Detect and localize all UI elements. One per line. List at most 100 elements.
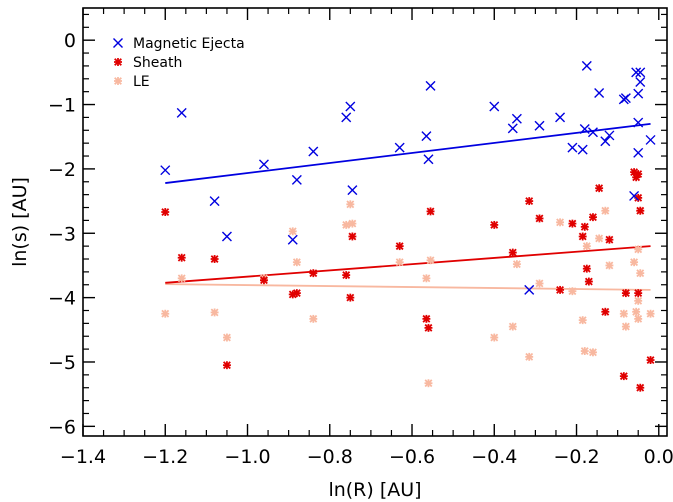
legend-marker-le <box>114 77 122 85</box>
marker-stroke <box>524 284 535 295</box>
legend-marker-magnetic-ejecta <box>113 38 123 48</box>
magnetic-ejecta-point <box>507 123 518 134</box>
marker-stroke <box>507 123 518 134</box>
sheath-point <box>346 293 355 302</box>
magnetic-ejecta-point <box>160 165 171 176</box>
sheath-point <box>422 314 431 323</box>
sheath-point <box>636 383 645 392</box>
magnetic-ejecta-point <box>645 134 656 145</box>
sheath-point <box>584 277 593 286</box>
y-tick-label: −3 <box>48 223 76 245</box>
le-point <box>621 322 630 331</box>
legend: Magnetic Ejecta Sheath LE <box>113 36 245 90</box>
magnetic-ejecta-point <box>631 67 642 78</box>
le-point <box>346 200 355 209</box>
sheath-point <box>582 264 591 273</box>
marker-stroke <box>635 67 646 78</box>
magnetic-ejecta-point <box>421 131 432 142</box>
marker-stroke <box>587 127 598 138</box>
magnetic-ejecta-point <box>567 142 578 153</box>
x-tick-label: −0.8 <box>307 446 353 468</box>
le-point <box>595 234 604 243</box>
magnetic-ejecta-point <box>587 127 598 138</box>
x-tick-label: −1.4 <box>60 446 106 468</box>
y-axis-label: ln(s) [AU] <box>9 177 31 267</box>
x-tick-label: −0.4 <box>471 446 517 468</box>
magnetic-ejecta-point <box>594 87 605 98</box>
magnetic-ejecta-point <box>287 234 298 245</box>
marker-stroke <box>635 77 646 88</box>
le-point <box>395 258 404 267</box>
marker-stroke <box>258 159 269 170</box>
marker-stroke <box>581 60 592 71</box>
marker-stroke <box>341 112 352 123</box>
x-tick-label: −1.0 <box>224 446 270 468</box>
sheath-point <box>605 235 614 244</box>
le-point <box>580 347 589 356</box>
magnetic-ejecta-point <box>341 112 352 123</box>
magnetic-ejecta-point <box>524 284 535 295</box>
magnetic-ejecta-fit-line <box>165 122 651 184</box>
marker-stroke <box>594 87 605 98</box>
marker-stroke <box>600 136 611 147</box>
le-point <box>589 348 597 357</box>
le-point <box>630 258 639 267</box>
plot-background <box>82 7 668 437</box>
marker-stroke <box>113 38 123 48</box>
le-point <box>634 296 643 305</box>
legend-marker-sheath <box>114 58 122 66</box>
magnetic-ejecta-point <box>489 101 500 112</box>
sheath-point <box>601 307 610 316</box>
marker-stroke <box>629 190 640 201</box>
magnetic-ejecta-point <box>579 124 590 134</box>
magnetic-ejecta-point <box>423 154 434 165</box>
plot-frame <box>82 7 668 437</box>
marker-stroke <box>567 142 578 153</box>
le-point <box>292 258 301 267</box>
le-point <box>222 333 231 342</box>
marker-stroke <box>347 185 358 196</box>
sheath-point <box>589 213 597 222</box>
marker-stroke <box>209 196 220 207</box>
magnetic-ejecta-point <box>345 101 356 112</box>
data-points <box>160 60 656 392</box>
y-tick-label: −1 <box>48 95 76 117</box>
marker-stroke <box>645 134 656 145</box>
magnetic-ejecta-point <box>604 130 615 141</box>
marker-stroke <box>633 147 644 158</box>
le-point <box>636 269 645 278</box>
le-point <box>605 261 614 270</box>
sheath-point <box>342 271 351 280</box>
sheath-point <box>595 184 604 193</box>
magnetic-ejecta-point <box>629 190 640 201</box>
sheath-point <box>177 253 186 262</box>
le-point <box>582 242 591 251</box>
marker-stroke <box>633 117 644 128</box>
y-tick-label: −4 <box>48 288 76 310</box>
sheath-point <box>292 289 301 298</box>
le-point <box>646 309 655 318</box>
le-point <box>634 245 643 254</box>
marker-stroke <box>633 88 644 99</box>
sheath-point <box>490 220 499 229</box>
magnetic-ejecta-point <box>633 147 644 158</box>
magnetic-ejecta-point <box>534 120 545 131</box>
le-point <box>508 322 517 331</box>
le-point <box>578 316 587 325</box>
le-point <box>342 220 351 229</box>
magnetic-ejecta-point <box>581 60 592 71</box>
marker-stroke <box>577 144 588 155</box>
sheath-point <box>621 289 630 298</box>
magnetic-ejecta-point <box>258 159 269 170</box>
sheath-point <box>634 170 643 179</box>
le-point <box>556 218 565 227</box>
axes: −1.4 −1.2 −1.0 −0.8 −0.6 −0.4 −0.2 0.0 0 −1 −2 −3 −4… <box>48 8 673 468</box>
le-point <box>632 307 641 316</box>
marker-stroke <box>534 120 545 131</box>
magnetic-ejecta-point <box>555 112 566 123</box>
sheath-point <box>619 372 628 381</box>
x-axis-label: ln(R) [AU] <box>328 479 421 501</box>
le-point <box>525 352 534 361</box>
x-tick-label: −0.6 <box>389 446 435 468</box>
